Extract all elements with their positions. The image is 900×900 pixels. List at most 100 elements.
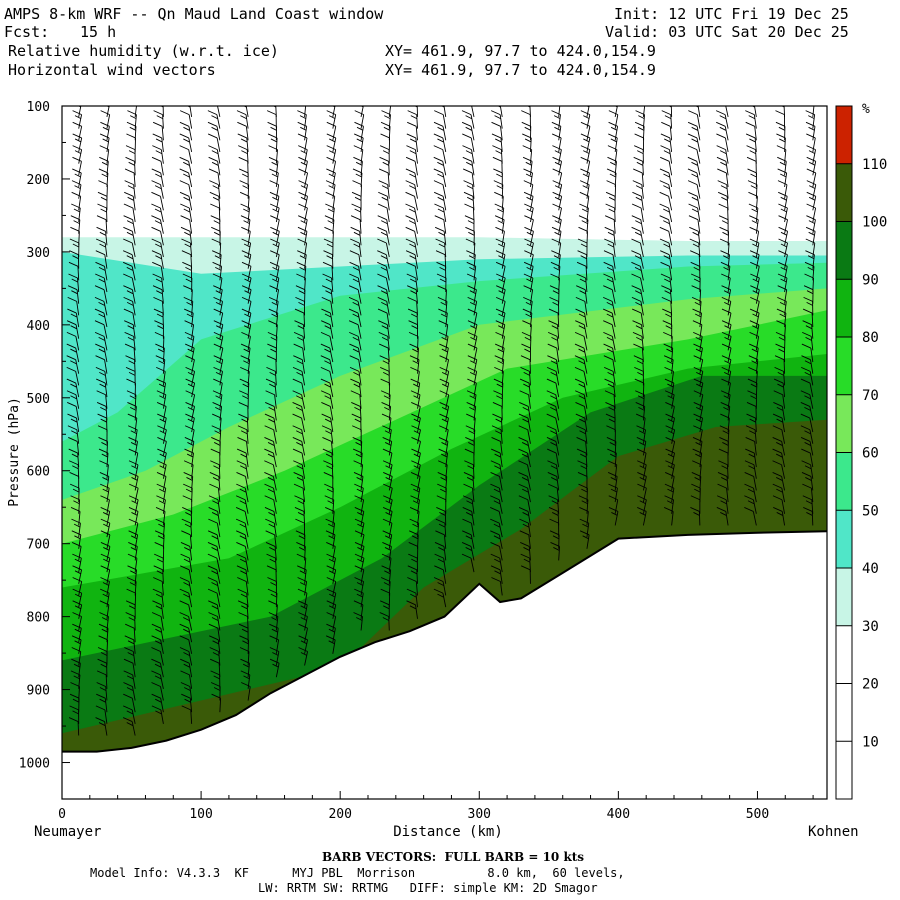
wind-barb [179, 588, 193, 608]
wind-barb [354, 121, 364, 141]
wind-barb [576, 437, 588, 456]
wind-barb [441, 106, 447, 118]
wind-barb [70, 507, 81, 526]
wind-barb [100, 518, 111, 538]
wind-barb [151, 693, 164, 713]
wind-barb [71, 542, 82, 561]
wind-barb [467, 343, 478, 363]
wind-barb [326, 168, 336, 188]
wind-barb [124, 343, 136, 363]
wind-barb [348, 296, 362, 316]
wind-barb [99, 472, 110, 491]
wind-barb [664, 378, 675, 398]
wind-barb [208, 612, 221, 631]
wind-barb [379, 612, 390, 631]
wind-barb [803, 296, 814, 316]
wind-barb [207, 565, 221, 584]
wind-barb [574, 378, 588, 398]
wind-barb [382, 425, 392, 444]
wind-barb [354, 495, 365, 514]
wind-barb [95, 705, 108, 724]
field-name-rh: Relative humidity (w.r.t. ice) [8, 42, 279, 60]
x-tick-label: 400 [607, 807, 630, 822]
wind-barb [265, 390, 277, 409]
terrain-surface [62, 530, 827, 753]
wind-barb [383, 472, 393, 491]
wind-barb [605, 401, 616, 421]
wind-barb [518, 460, 531, 479]
wind-barb [320, 378, 334, 398]
wind-barb [100, 553, 111, 573]
wind-barb [323, 250, 334, 269]
wind-barb [552, 156, 563, 176]
colorbar-tick-label: 40 [862, 561, 879, 577]
wind-barb [128, 495, 139, 514]
wind-barb [123, 203, 136, 223]
wind-barb [236, 565, 249, 584]
wind-barb [297, 133, 308, 153]
wind-barb [123, 296, 136, 316]
wind-barb [95, 261, 108, 281]
wind-barb [265, 530, 277, 549]
wind-barb [636, 448, 647, 468]
wind-barb [746, 401, 757, 421]
xy-coords-1: XY= 461.9, 97.7 to 424.0,154.9 [385, 42, 656, 60]
wind-barb [520, 542, 531, 561]
wind-barb [125, 623, 136, 643]
wind-barb [411, 460, 421, 479]
wind-barb [471, 106, 475, 118]
wind-barb [349, 331, 362, 351]
wind-barb [209, 647, 221, 666]
wind-barb [269, 261, 280, 281]
wind-barb [326, 542, 336, 561]
wind-barb [180, 682, 193, 701]
y-axis: 100 200 300 400 500 600 700 800 900 1000 [19, 100, 70, 800]
wind-barb [270, 226, 280, 246]
wind-barb [406, 588, 418, 608]
wind-barb [297, 577, 308, 596]
wind-barb [94, 308, 108, 328]
wind-barb [68, 273, 80, 293]
wind-barb [123, 238, 136, 258]
wind-barb [268, 145, 278, 164]
wind-barb [558, 106, 561, 117]
wind-barb [462, 530, 475, 549]
wind-barb [721, 285, 732, 304]
wind-barb [801, 460, 814, 479]
wind-barb [575, 390, 588, 409]
wind-barb [720, 390, 731, 409]
wind-barb [179, 623, 193, 643]
wind-barb [631, 285, 644, 304]
wind-barb [693, 401, 704, 421]
wind-barb [778, 203, 788, 223]
wind-barb [801, 472, 814, 491]
wind-barb [434, 215, 447, 234]
wind-barb [773, 507, 786, 526]
wind-barb [127, 401, 137, 421]
wind-barb [524, 203, 534, 223]
wind-barb [659, 180, 673, 199]
wind-barb [576, 285, 588, 304]
wind-barb [495, 226, 505, 246]
wind-barb [297, 121, 308, 141]
wind-barb [607, 460, 618, 479]
wind-barb [241, 285, 252, 304]
wind-barb [240, 670, 251, 689]
model-info: Model Info: V4.3.3 KF MYJ PBL Morrison 8… [90, 866, 625, 880]
wind-barb [547, 331, 560, 351]
wind-barb [320, 355, 334, 374]
colorbar-tick-label: 30 [862, 619, 879, 635]
wind-barb [717, 483, 729, 503]
colorbar-tick-label: 10 [862, 734, 879, 750]
y-tick-label: 1000 [19, 757, 50, 772]
wind-barb [802, 483, 814, 503]
wind-barb [185, 413, 195, 433]
wind-barb [494, 203, 505, 223]
wind-barb [720, 250, 730, 269]
wind-barb [548, 483, 560, 503]
wind-barb [123, 658, 136, 678]
wind-barb [151, 658, 164, 678]
wind-barb [67, 308, 80, 328]
wind-barb [322, 437, 334, 456]
wind-barb [151, 238, 164, 258]
